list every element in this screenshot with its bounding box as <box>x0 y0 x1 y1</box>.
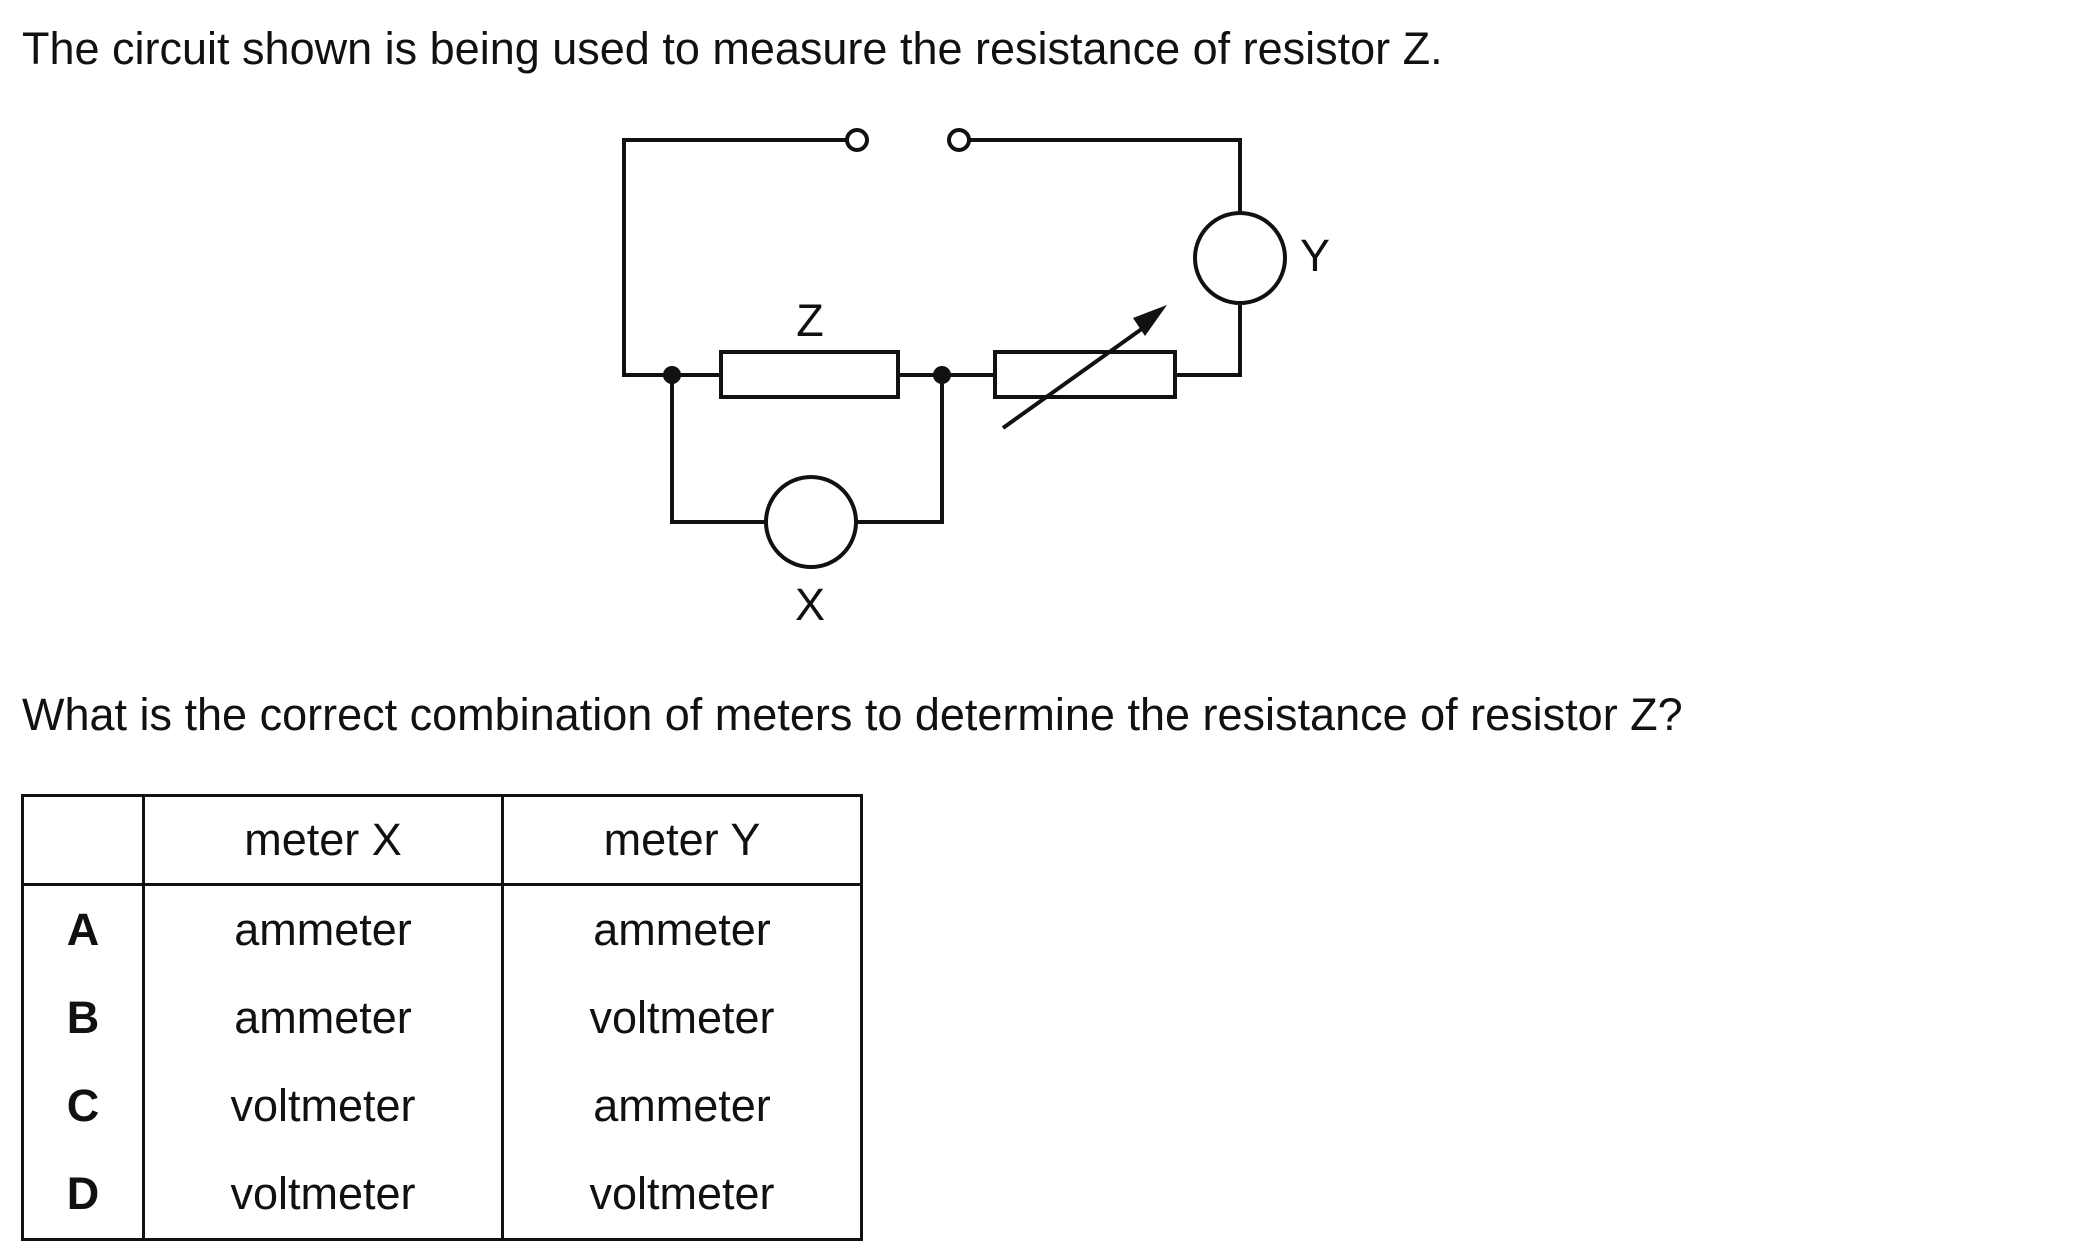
option-key: D <box>21 1150 145 1241</box>
option-key: C <box>21 1062 145 1150</box>
junction-right <box>933 366 951 384</box>
variable-resistor-arrowhead <box>1133 305 1167 336</box>
label-x: X <box>795 579 825 630</box>
table-row: A ammeter ammeter <box>21 884 863 974</box>
table-row: D voltmeter voltmeter <box>21 1150 863 1241</box>
wire-x-branch-right <box>854 373 944 524</box>
switch-terminal-left <box>845 128 869 152</box>
option-key: A <box>21 884 145 974</box>
meter-x <box>764 475 858 569</box>
table-header-row: meter X meter Y <box>21 794 863 886</box>
question-prompt: What is the correct combination of meter… <box>22 689 1683 740</box>
option-key: B <box>21 974 145 1062</box>
meter-y-value: ammeter <box>501 1062 863 1150</box>
variable-resistor-arrow-shaft <box>1001 321 1152 430</box>
meter-x-value: voltmeter <box>142 1062 504 1150</box>
label-z: Z <box>796 295 824 346</box>
meter-x-value: ammeter <box>142 884 504 974</box>
meter-x-value: voltmeter <box>142 1150 504 1241</box>
label-y: Y <box>1300 230 1330 281</box>
meter-y <box>1193 211 1287 305</box>
header-meter-y: meter Y <box>501 794 863 886</box>
meter-x-value: ammeter <box>142 974 504 1062</box>
table-row: C voltmeter ammeter <box>21 1062 863 1150</box>
question-intro: The circuit shown is being used to measu… <box>22 23 1443 74</box>
meter-y-value: voltmeter <box>501 974 863 1062</box>
wire-right-top <box>967 138 1242 215</box>
junction-left <box>663 366 681 384</box>
wire-right-bottom <box>1173 301 1242 377</box>
answer-table: meter X meter Y A ammeter ammeter B amme… <box>21 794 863 1241</box>
header-key <box>21 794 145 886</box>
switch-terminal-right <box>947 128 971 152</box>
wire-x-branch-left <box>670 373 768 524</box>
variable-resistor <box>993 350 1177 399</box>
header-meter-x: meter X <box>142 794 504 886</box>
meter-y-value: ammeter <box>501 884 863 974</box>
meter-y-value: voltmeter <box>501 1150 863 1241</box>
wire-left-top <box>622 138 849 377</box>
table-row: B ammeter voltmeter <box>21 974 863 1062</box>
resistor-z <box>719 350 900 399</box>
circuit-diagram: Z X Y <box>622 128 1330 630</box>
